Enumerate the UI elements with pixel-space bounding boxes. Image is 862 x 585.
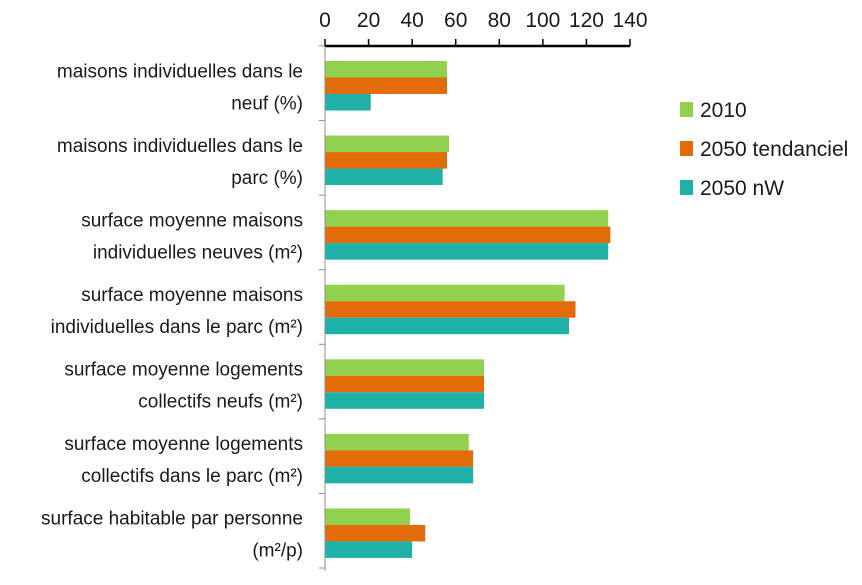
bar (325, 524, 426, 542)
bar (325, 541, 413, 558)
category-label: surface moyenne maisons (81, 210, 303, 231)
axes (319, 44, 630, 571)
category-label: neuf (%) (231, 93, 303, 114)
legend: 2010 2050 tendanciel 2050 nW (680, 99, 848, 200)
category-label: individuelles dans le parc (m²) (51, 317, 303, 338)
x-tick-label: 140 (612, 9, 647, 32)
category-label: surface moyenne logements (64, 434, 303, 455)
x-tick-label: 40 (400, 9, 423, 32)
bar (325, 450, 474, 467)
bar (325, 135, 450, 153)
legend-swatch (680, 102, 693, 117)
bar (325, 317, 569, 335)
bar (325, 508, 410, 525)
x-tick-label: 20 (357, 9, 380, 32)
bar (325, 359, 485, 376)
bar (325, 61, 447, 78)
category-label: maisons individuelles dans le (57, 61, 303, 82)
category-label: surface moyenne logements (64, 360, 303, 381)
bar (325, 210, 609, 227)
x-tick-label: 0 (319, 9, 331, 32)
bar (325, 433, 469, 451)
category-label: parc (%) (231, 168, 303, 189)
x-tick-label: 100 (525, 9, 560, 32)
bar (325, 77, 447, 94)
category-label: surface moyenne maisons (81, 285, 303, 306)
legend-label: 2050 nW (700, 177, 784, 200)
legend-label: 2010 (700, 99, 747, 122)
category-label: (m²/p) (252, 541, 303, 562)
bar (325, 301, 576, 318)
x-axis-ticks: 0 20 40 60 80 100 120 140 (319, 9, 648, 46)
bar (325, 152, 447, 169)
category-label: individuelles neuves (m²) (93, 242, 303, 263)
bar (325, 375, 485, 393)
bar (325, 243, 609, 260)
bars (325, 61, 611, 558)
legend-swatch (680, 141, 693, 156)
bar (325, 226, 611, 244)
category-label: collectifs neufs (m²) (138, 392, 303, 413)
bar (325, 168, 443, 186)
bar (325, 466, 474, 484)
category-labels: maisons individuelles dans le neuf (%) mai… (41, 61, 303, 561)
bar (325, 392, 485, 409)
legend-label: 2050 tendanciel (700, 138, 848, 161)
category-label: surface habitable par personne (41, 509, 303, 530)
x-tick-label: 80 (488, 9, 511, 32)
category-label: maisons individuelles dans le (57, 136, 303, 157)
bar (325, 284, 565, 302)
x-tick-label: 120 (569, 9, 604, 32)
legend-swatch (680, 180, 693, 195)
x-tick-label: 60 (444, 9, 467, 32)
bar (325, 94, 371, 111)
category-label: collectifs dans le parc (m²) (81, 466, 303, 487)
